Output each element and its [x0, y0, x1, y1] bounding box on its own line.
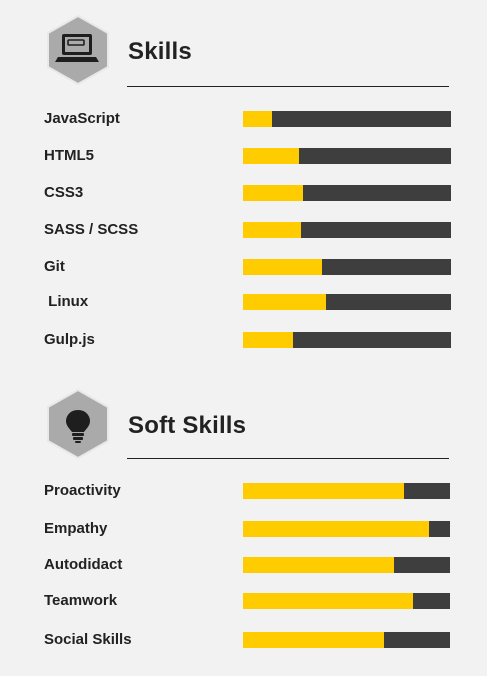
skill-label: Git — [44, 258, 65, 275]
skill-row: Gulp.js — [0, 329, 487, 351]
skill-label: Gulp.js — [44, 331, 95, 348]
skill-bar-fill — [243, 332, 293, 348]
skill-row: Git — [0, 256, 487, 278]
skill-bar-fill — [243, 521, 429, 537]
skill-bar-fill — [243, 632, 384, 648]
skill-bar-track — [243, 185, 451, 201]
skill-row: Proactivity — [0, 480, 487, 502]
skill-row: Social Skills — [0, 629, 487, 651]
skill-bar-track — [243, 222, 451, 238]
skill-bar-track — [243, 483, 450, 499]
skill-bar-fill — [243, 294, 326, 310]
skill-bar-fill — [243, 259, 322, 275]
skill-label: Proactivity — [44, 482, 121, 499]
skill-label: Empathy — [44, 520, 108, 537]
skill-bar-track — [243, 557, 450, 573]
skill-bar-fill — [243, 111, 272, 127]
lightbulb-icon — [47, 388, 109, 460]
skill-bar-track — [243, 148, 451, 164]
skill-row: SASS / SCSS — [0, 219, 487, 241]
skill-bar-fill — [243, 222, 301, 238]
skill-bar-track — [243, 259, 451, 275]
skill-bar-track — [243, 521, 450, 537]
skill-row: Teamwork — [0, 590, 487, 612]
skill-bar-fill — [243, 185, 303, 201]
skills-section-header: Skills — [0, 12, 487, 102]
skill-bar-track — [243, 632, 450, 648]
soft-skills-divider — [127, 458, 449, 459]
soft-skills-hexagon-badge — [42, 388, 114, 460]
skill-bar-fill — [243, 483, 404, 499]
skill-label: Teamwork — [44, 592, 118, 609]
skills-title: Skills — [128, 38, 192, 65]
soft-skills-title: Soft Skills — [128, 412, 247, 439]
skill-row: CSS3 — [0, 182, 487, 204]
skill-label: JavaScript — [44, 110, 120, 127]
skill-bar-track — [243, 593, 450, 609]
skill-bar-track — [243, 111, 451, 127]
skill-bar-fill — [243, 593, 413, 609]
skill-label: Linux — [44, 293, 89, 310]
skill-row: JavaScript — [0, 108, 487, 130]
soft-skills-section-header: Soft Skills — [0, 386, 487, 476]
skill-row: Empathy — [0, 518, 487, 540]
skill-label: SASS / SCSS — [44, 221, 139, 238]
skill-row: HTML5 — [0, 145, 487, 167]
laptop-icon — [47, 14, 109, 86]
skill-bar-fill — [243, 148, 299, 164]
skill-label: Autodidact — [44, 556, 123, 573]
skill-bar-fill — [243, 557, 394, 573]
skill-label: HTML5 — [44, 147, 94, 164]
skill-row: Linux — [0, 291, 487, 313]
skill-label: CSS3 — [44, 184, 84, 201]
skill-row: Autodidact — [0, 554, 487, 576]
skill-bar-track — [243, 294, 451, 310]
skill-bar-track — [243, 332, 451, 348]
skills-hexagon-badge — [42, 14, 114, 86]
skills-divider — [127, 86, 449, 87]
skill-label: Social Skills — [44, 631, 132, 648]
